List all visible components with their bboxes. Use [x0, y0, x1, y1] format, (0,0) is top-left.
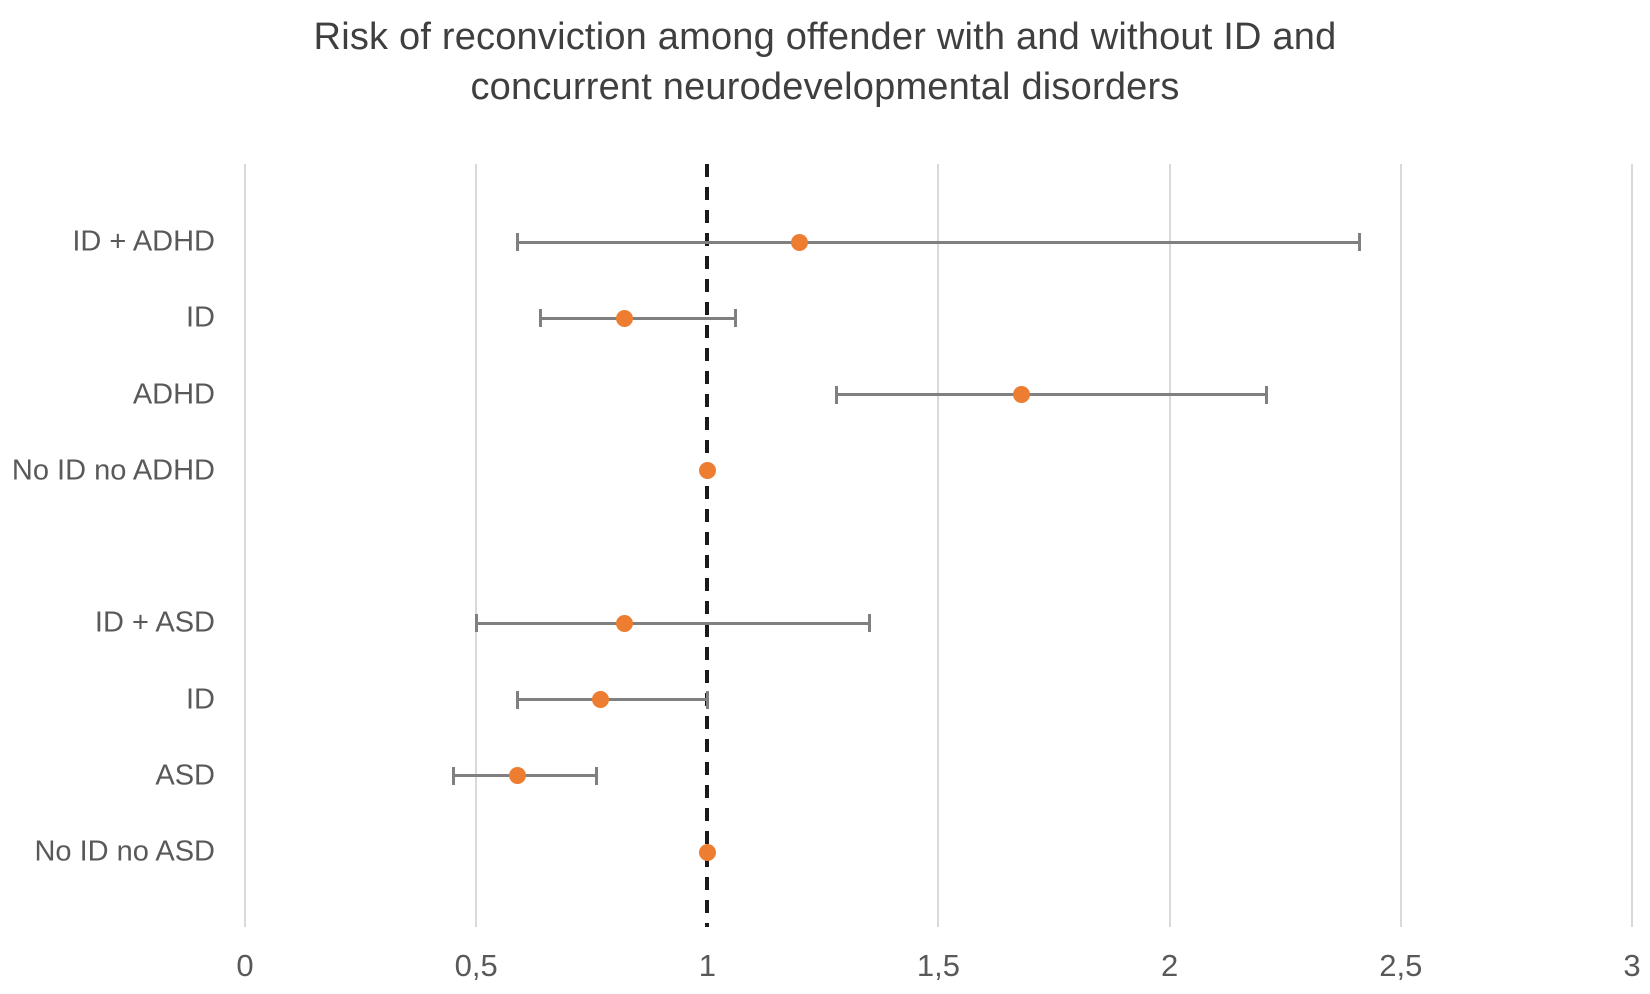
confidence-interval-cap-low [516, 690, 520, 709]
row-label: ID [186, 683, 215, 715]
data-point-marker [509, 767, 527, 785]
confidence-interval-line [836, 393, 1267, 396]
row-label: ASD [155, 759, 215, 792]
chart-title: Risk of reconviction among offender with… [0, 12, 1650, 112]
gridline-x-2 [1168, 164, 1171, 927]
row-label: ID [186, 301, 215, 334]
data-point-marker [698, 462, 716, 480]
x-tick-label: 2 [1161, 948, 1179, 983]
chart-title-line-1: Risk of reconviction among offender with… [313, 16, 1337, 58]
confidence-interval-line [517, 698, 708, 701]
gridline-x-0 [244, 164, 246, 927]
confidence-interval-line [517, 240, 1360, 244]
gridline-x-3 [1630, 164, 1633, 927]
confidence-interval-cap-low [516, 233, 520, 251]
confidence-interval-cap-low [539, 309, 543, 328]
row-label: ID + ASD [94, 606, 215, 639]
row-label: No ID no ASD [34, 835, 215, 868]
confidence-interval-cap-high [867, 614, 871, 633]
confidence-interval-cap-low [835, 385, 839, 404]
x-tick-label: 1 [698, 948, 716, 983]
data-point-marker [592, 691, 610, 708]
gridline-x-1,5 [937, 164, 940, 927]
data-point-marker [1013, 386, 1031, 403]
confidence-interval-cap-high [1265, 385, 1269, 404]
confidence-interval-cap-high [1357, 233, 1361, 251]
confidence-interval-cap-high [733, 309, 737, 328]
confidence-interval-cap-low [451, 766, 455, 785]
data-point-marker [698, 843, 716, 861]
data-point-marker [615, 614, 633, 632]
data-point-marker [615, 309, 633, 327]
confidence-interval-cap-low [474, 614, 478, 633]
chart-title-line-2: concurrent neurodevelopmental disorders [470, 66, 1180, 108]
x-tick-label: 2,5 [1379, 948, 1423, 983]
x-tick-label: 3 [1623, 948, 1641, 983]
confidence-interval-cap-high [705, 690, 709, 709]
reference-line-x1 [705, 164, 710, 927]
confidence-interval-cap-high [594, 766, 598, 785]
confidence-interval-line [476, 621, 870, 625]
row-label: No ID no ADHD [11, 454, 215, 487]
confidence-interval-line [540, 316, 736, 320]
row-label: ID + ADHD [72, 225, 215, 258]
x-tick-label: 1,5 [916, 948, 961, 983]
data-point-marker [791, 233, 809, 251]
gridline-x-0,5 [475, 164, 478, 927]
gridline-x-2,5 [1399, 164, 1402, 927]
x-tick-label: 0 [236, 948, 254, 983]
row-label: ADHD [132, 378, 215, 410]
x-tick-label: 0,5 [454, 948, 498, 983]
